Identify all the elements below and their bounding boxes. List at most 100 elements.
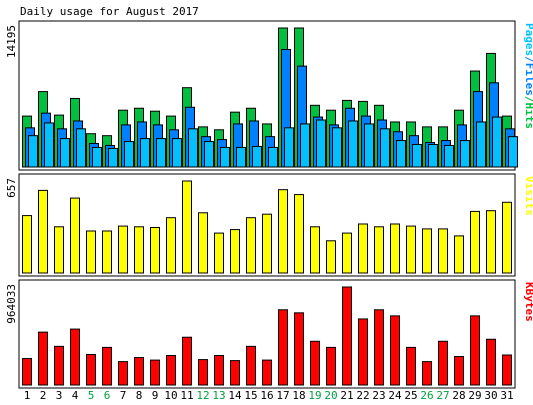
visits_panel-bar-visits-day-19 <box>310 226 320 274</box>
visits_panel-bar-visits-day-10 <box>166 217 176 274</box>
hits_panel-bar-pages-day-22 <box>364 123 374 168</box>
visits_panel: 657 Visits <box>5 173 533 277</box>
x-tick-label-day-28: 28 <box>452 389 465 402</box>
hits_panel-bar-pages-day-10 <box>172 138 182 168</box>
x-tick-label-day-17: 17 <box>276 389 289 402</box>
hits_panel-bar-pages-day-21 <box>348 120 358 168</box>
x-tick-label-day-10: 10 <box>164 389 177 402</box>
visits_panel-legend: Visits <box>523 176 533 216</box>
hits_panel-bar-pages-day-26 <box>428 143 438 168</box>
x-tick-label-day-13: 13 <box>212 389 225 402</box>
hits_panel-legend-item-3: / <box>523 96 533 103</box>
visits_panel-bar-visits-day-2 <box>38 189 48 274</box>
x-tick-label-day-14: 14 <box>228 389 242 402</box>
kbytes_panel-bar-kbytes-day-31 <box>502 354 512 386</box>
hits_panel-frame <box>18 20 516 171</box>
kbytes_panel-bar-kbytes-day-26 <box>422 361 432 386</box>
kbytes_panel: 964033 KBytes <box>5 279 533 389</box>
visits_panel-bar-visits-day-29 <box>470 210 480 274</box>
visits_panel-bar-visits-day-30 <box>486 210 496 274</box>
hits_panel-bar-pages-day-17 <box>284 127 294 168</box>
kbytes_panel-legend-item-0: KBytes <box>523 282 533 322</box>
hits_panel-ymax-label: 14195 <box>5 25 18 58</box>
kbytes_panel-bar-kbytes-day-19 <box>310 340 320 386</box>
visits_panel-bar-visits-day-17 <box>278 189 288 274</box>
x-tick-label-day-16: 16 <box>260 389 273 402</box>
x-tick-label-day-18: 18 <box>292 389 305 402</box>
hits_panel: 14195 Pages/Files/Hits <box>5 20 533 171</box>
x-tick-label-day-5: 5 <box>88 389 95 402</box>
hits_panel-bar-pages-day-24 <box>396 140 406 168</box>
visits_panel-bar-visits-day-21 <box>342 232 352 274</box>
x-tick-label-day-11: 11 <box>180 389 193 402</box>
visits_panel-frame <box>18 173 516 277</box>
hits_panel-bar-pages-day-7 <box>124 141 134 168</box>
x-tick-label-day-2: 2 <box>40 389 47 402</box>
visits_panel-bar-visits-day-28 <box>454 235 464 274</box>
visits_panel-bar-visits-day-7 <box>118 225 128 274</box>
hits_panel-bar-pages-day-18 <box>300 123 310 168</box>
hits_panel-bar-pages-day-11 <box>188 128 198 168</box>
x-tick-label-day-9: 9 <box>152 389 159 402</box>
kbytes_panel-bar-kbytes-day-30 <box>486 338 496 386</box>
hits_panel-bar-pages-day-4 <box>76 128 86 168</box>
x-tick-label-day-1: 1 <box>24 389 31 402</box>
visits_panel-bar-visits-day-15 <box>246 217 256 274</box>
visits_panel-bar-visits-day-8 <box>134 226 144 274</box>
kbytes_panel-bar-kbytes-day-27 <box>438 340 448 386</box>
kbytes_panel-bar-kbytes-day-15 <box>246 345 256 386</box>
visits_panel-bar-visits-day-5 <box>86 230 96 274</box>
x-tick-label-day-7: 7 <box>120 389 127 402</box>
hits_panel-legend-item-1: / <box>523 56 533 63</box>
hits_panel-bar-pages-day-19 <box>316 119 326 168</box>
x-tick-label-day-21: 21 <box>340 389 353 402</box>
visits_panel-bar-visits-day-3 <box>54 226 64 274</box>
x-tick-label-day-8: 8 <box>136 389 143 402</box>
hits_panel-bar-pages-day-15 <box>252 145 262 168</box>
kbytes_panel-bar-kbytes-day-8 <box>134 357 144 386</box>
visits_panel-bar-visits-day-1 <box>22 215 32 274</box>
hits_panel-bar-pages-day-12 <box>204 141 214 168</box>
x-tick-label-day-15: 15 <box>244 389 257 402</box>
hits_panel-bar-pages-day-3 <box>60 138 70 168</box>
visits_panel-bar-visits-day-13 <box>214 232 224 274</box>
visits_panel-bar-visits-day-11 <box>182 180 192 274</box>
hits_panel-legend: Pages/Files/Hits <box>523 23 533 129</box>
kbytes_panel-bar-kbytes-day-22 <box>358 318 368 386</box>
kbytes_panel-bar-kbytes-day-21 <box>342 286 352 386</box>
kbytes_panel-ymax-label: 964033 <box>5 284 18 324</box>
kbytes_panel-bar-kbytes-day-12 <box>198 359 208 386</box>
visits_panel-bar-visits-day-4 <box>70 197 80 274</box>
visits_panel-bar-visits-day-6 <box>102 230 112 274</box>
kbytes_panel-bar-kbytes-day-9 <box>150 359 160 386</box>
x-tick-label-day-22: 22 <box>356 389 369 402</box>
visits_panel-bar-visits-day-9 <box>150 226 160 274</box>
kbytes_panel-bar-kbytes-day-7 <box>118 361 128 386</box>
x-tick-label-day-23: 23 <box>372 389 385 402</box>
kbytes_panel-bar-kbytes-day-6 <box>102 346 112 386</box>
visits_panel-bar-visits-day-24 <box>390 223 400 274</box>
hits_panel-bar-pages-day-8 <box>140 138 150 168</box>
visits_panel-ymax-label: 657 <box>5 178 18 198</box>
hits_panel-bar-pages-day-1 <box>28 135 38 168</box>
visits_panel-legend-item-0: Visits <box>523 176 533 216</box>
hits_panel-bar-pages-day-5 <box>92 146 102 168</box>
kbytes_panel-legend: KBytes <box>523 282 533 322</box>
kbytes_panel-bar-kbytes-day-20 <box>326 346 336 386</box>
hits_panel-bar-pages-day-23 <box>380 128 390 168</box>
x-tick-label-day-19: 19 <box>308 389 321 402</box>
visits_panel-bar-visits-day-12 <box>198 212 208 274</box>
chart-title: Daily usage for August 2017 <box>20 5 199 18</box>
visits_panel-bar-visits-day-20 <box>326 240 336 274</box>
hits_panel-bar-pages-day-9 <box>156 138 166 168</box>
kbytes_panel-bar-kbytes-day-29 <box>470 315 480 386</box>
hits_panel-bar-pages-day-2 <box>44 122 54 168</box>
kbytes_panel-frame <box>18 279 516 389</box>
kbytes_panel-bar-kbytes-day-28 <box>454 356 464 386</box>
x-tick-label-day-12: 12 <box>196 389 209 402</box>
kbytes_panel-bar-kbytes-day-10 <box>166 355 176 386</box>
panels-group: 14195 Pages/Files/Hits 657 Visits 964033 KByt… <box>5 20 533 389</box>
kbytes_panel-bar-kbytes-day-25 <box>406 346 416 386</box>
visits_panel-bar-visits-day-23 <box>374 226 384 274</box>
